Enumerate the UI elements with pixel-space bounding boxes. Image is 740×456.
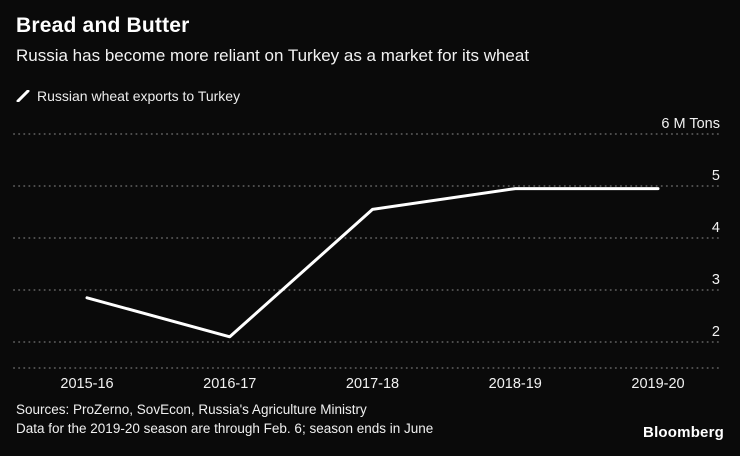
- legend: Russian wheat exports to Turkey: [16, 88, 240, 104]
- source-line-2: Data for the 2019-20 season are through …: [16, 421, 434, 436]
- legend-label: Russian wheat exports to Turkey: [37, 88, 241, 104]
- x-tick-label: 2015-16: [60, 376, 113, 392]
- y-tick-label: 2: [712, 324, 720, 340]
- y-tick-label: 4: [712, 220, 720, 236]
- y-tick-label: 3: [712, 272, 720, 288]
- chart-title: Bread and Butter: [16, 14, 190, 37]
- y-tick-label: 5: [712, 168, 720, 184]
- chart-header: Bread and Butter Russia has become more …: [16, 14, 724, 66]
- x-tick-label: 2018-19: [489, 376, 542, 392]
- source-note: Sources: ProZerno, SovEcon, Russia's Agr…: [16, 400, 724, 438]
- bloomberg-logo: Bloomberg: [643, 424, 724, 441]
- x-tick-label: 2019-20: [631, 376, 684, 392]
- line-swatch-icon: [16, 90, 30, 102]
- chart-subtitle: Russia has become more reliant on Turkey…: [16, 46, 530, 65]
- wheat-exports-line: [85, 187, 660, 339]
- source-line-1: Sources: ProZerno, SovEcon, Russia's Agr…: [16, 402, 367, 417]
- x-tick-label: 2016-17: [203, 376, 256, 392]
- x-tick-label: 2017-18: [346, 376, 399, 392]
- y-tick-label: 6 M Tons: [661, 116, 720, 132]
